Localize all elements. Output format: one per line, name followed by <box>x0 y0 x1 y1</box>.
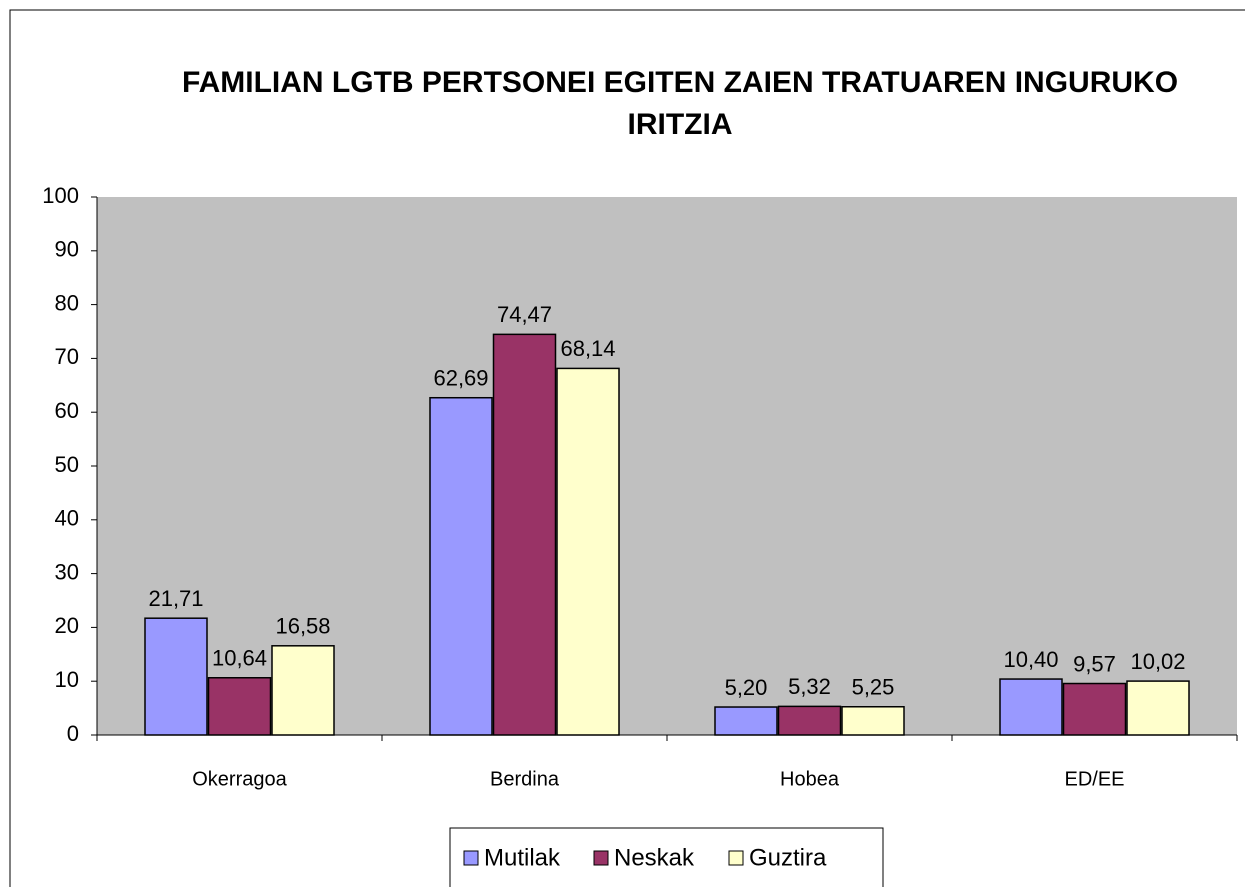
data-label: 5,20 <box>725 675 768 700</box>
y-tick-label: 80 <box>55 290 79 315</box>
data-label: 9,57 <box>1073 651 1116 676</box>
data-label: 68,14 <box>560 336 615 361</box>
data-label: 10,64 <box>212 646 267 671</box>
x-tick-label: ED/EE <box>1064 768 1124 790</box>
y-tick-label: 70 <box>55 344 79 369</box>
data-label: 16,58 <box>275 614 330 639</box>
data-label: 5,25 <box>852 675 895 700</box>
plot-area <box>97 197 1237 735</box>
legend-label: Guztira <box>749 844 827 871</box>
bar <box>1062 682 1127 736</box>
data-label: 5,32 <box>788 674 831 699</box>
legend-box <box>449 827 884 887</box>
y-tick-label: 30 <box>55 559 79 584</box>
legend-label: Neskak <box>614 844 695 871</box>
data-label: 10,40 <box>1003 647 1058 672</box>
bar <box>777 705 842 736</box>
y-tick-label: 90 <box>55 237 79 262</box>
bar <box>1126 680 1190 736</box>
y-tick-label: 50 <box>55 452 79 477</box>
bar <box>429 396 493 736</box>
bar <box>841 706 905 736</box>
bar <box>271 645 335 736</box>
data-label: 10,02 <box>1130 649 1185 674</box>
bar <box>999 678 1063 736</box>
bar <box>492 333 557 736</box>
data-label: 74,47 <box>497 302 552 327</box>
chart-title: FAMILIAN LGTB PERTSONEI EGITEN ZAIEN TRA… <box>181 66 1179 141</box>
legend-swatch <box>728 850 744 866</box>
x-tick-label: Hobea <box>780 768 840 790</box>
bar <box>714 706 778 736</box>
bar <box>556 367 620 736</box>
y-tick-label: 100 <box>42 183 79 208</box>
x-tick-label: Okerragoa <box>192 768 287 790</box>
data-label: 21,71 <box>148 586 203 611</box>
legend-swatch <box>593 850 609 866</box>
legend-swatch <box>463 850 479 866</box>
x-tick-label: Berdina <box>490 768 560 790</box>
y-tick-label: 60 <box>55 398 79 423</box>
bar <box>144 617 208 736</box>
y-tick-label: 0 <box>67 721 79 746</box>
bar <box>207 677 272 736</box>
legend-label: Mutilak <box>484 844 561 871</box>
y-tick-label: 20 <box>55 613 79 638</box>
data-label: 62,69 <box>433 366 488 391</box>
y-tick-label: 40 <box>55 506 79 531</box>
y-tick-label: 10 <box>55 667 79 692</box>
